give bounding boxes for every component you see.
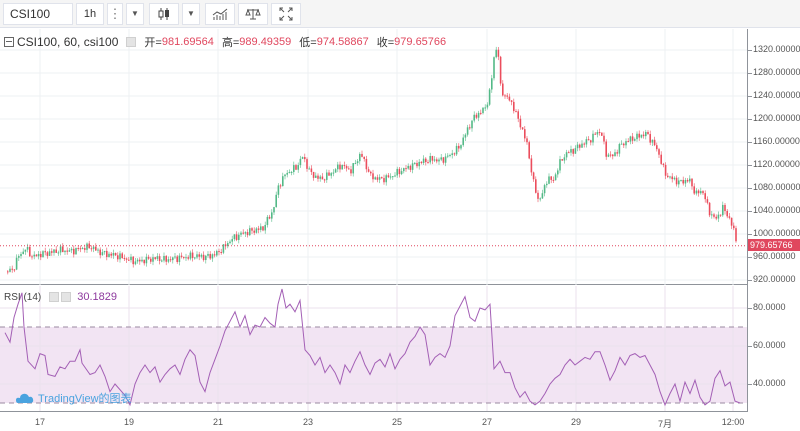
low-value: 974.58867 xyxy=(316,36,369,48)
time-axis-label: 27 xyxy=(481,417,493,427)
fullscreen-icon xyxy=(279,7,293,20)
legend-settings-icon[interactable] xyxy=(126,37,137,47)
time-axis-label: 23 xyxy=(302,417,314,427)
price-axis[interactable]: 1320.00000 1280.00000 1240.00000 1200.00000… xyxy=(747,29,800,412)
time-axis-label: 25 xyxy=(391,417,403,427)
rsi-chart xyxy=(0,286,747,411)
price-axis-label: 960.00000 xyxy=(753,251,796,261)
caret-down-icon: ▼ xyxy=(131,9,139,18)
high-label: 高= xyxy=(221,37,240,49)
interval-button[interactable]: 1h xyxy=(76,2,104,25)
price-axis-label: 1280.00000 xyxy=(753,67,800,77)
candlestick-chart xyxy=(0,29,747,285)
price-axis-label: 1240.00000 xyxy=(753,90,800,100)
high-value: 989.49359 xyxy=(239,36,292,48)
chart-toolbar: CSI100 1h ⋮ ▼ ▼ xyxy=(0,0,800,28)
rsi-axis-label: 60.0000 xyxy=(753,340,786,350)
chart-type-dropdown-button[interactable]: ▼ xyxy=(182,2,200,25)
symbol-search-input[interactable]: CSI100 xyxy=(3,2,73,25)
price-axis-label: 1160.00000 xyxy=(753,136,800,146)
close-value: 979.65766 xyxy=(394,36,447,48)
watermark-text: TradingView的图表 xyxy=(38,393,132,405)
price-axis-label: 1080.00000 xyxy=(753,182,800,192)
interval-dropdown-button[interactable]: ▼ xyxy=(126,2,144,25)
compare-button[interactable] xyxy=(238,2,268,25)
rsi-remove-icon[interactable] xyxy=(61,292,72,302)
scales-icon xyxy=(245,8,261,19)
vertical-dots-icon[interactable]: ⋮ xyxy=(107,2,123,25)
time-axis[interactable]: 17 19 21 23 25 27 29 7月 12:00 xyxy=(0,411,747,431)
collapse-legend-icon[interactable] xyxy=(4,37,14,47)
rsi-pane[interactable]: RSI (14) 30.1829 TradingView的图表 xyxy=(0,286,747,411)
price-axis-label: 1000.00000 xyxy=(753,228,800,238)
time-axis-label: 19 xyxy=(123,417,135,427)
time-axis-label: 7月 xyxy=(657,419,673,429)
candlestick-icon xyxy=(158,7,169,20)
caret-down-icon: ▼ xyxy=(187,9,195,18)
indicators-button[interactable] xyxy=(205,2,235,25)
time-axis-label: 21 xyxy=(212,417,224,427)
rsi-axis-label: 80.0000 xyxy=(753,302,786,312)
series-legend: CSI100, 60, csi100 开= 981.69564 高= 989.493… xyxy=(4,34,446,50)
time-axis-label: 12:00 xyxy=(721,417,745,427)
indicators-icon xyxy=(212,8,228,20)
rsi-axis-label: 40.0000 xyxy=(753,378,786,388)
rsi-title: RSI (14) xyxy=(4,291,42,303)
price-axis-label: 920.00000 xyxy=(753,274,796,284)
chart-type-button[interactable] xyxy=(149,2,179,25)
time-axis-label: 29 xyxy=(570,417,582,427)
tradingview-watermark[interactable]: TradingView的图表 xyxy=(14,390,132,406)
time-axis-label: 17 xyxy=(34,417,46,427)
series-title: CSI100, 60, csi100 xyxy=(17,35,119,49)
rsi-settings-icon[interactable] xyxy=(49,292,60,302)
price-pane[interactable]: CSI100, 60, csi100 开= 981.69564 高= 989.493… xyxy=(0,29,747,285)
fullscreen-button[interactable] xyxy=(271,2,301,25)
rsi-value: 30.1829 xyxy=(77,291,117,303)
low-label: 低= xyxy=(299,37,317,49)
cloud-logo-icon xyxy=(16,393,34,403)
rsi-legend: RSI (14) 30.1829 xyxy=(4,291,117,303)
current-price-badge: 979.65766 xyxy=(748,239,800,251)
price-axis-label: 1200.00000 xyxy=(753,113,800,123)
close-label: 收= xyxy=(376,37,395,49)
open-value: 981.69564 xyxy=(161,36,214,48)
open-label: 开= xyxy=(144,37,162,49)
price-axis-label: 1120.00000 xyxy=(753,159,800,169)
price-axis-label: 1320.00000 xyxy=(753,44,800,54)
price-axis-label: 1040.00000 xyxy=(753,205,800,215)
